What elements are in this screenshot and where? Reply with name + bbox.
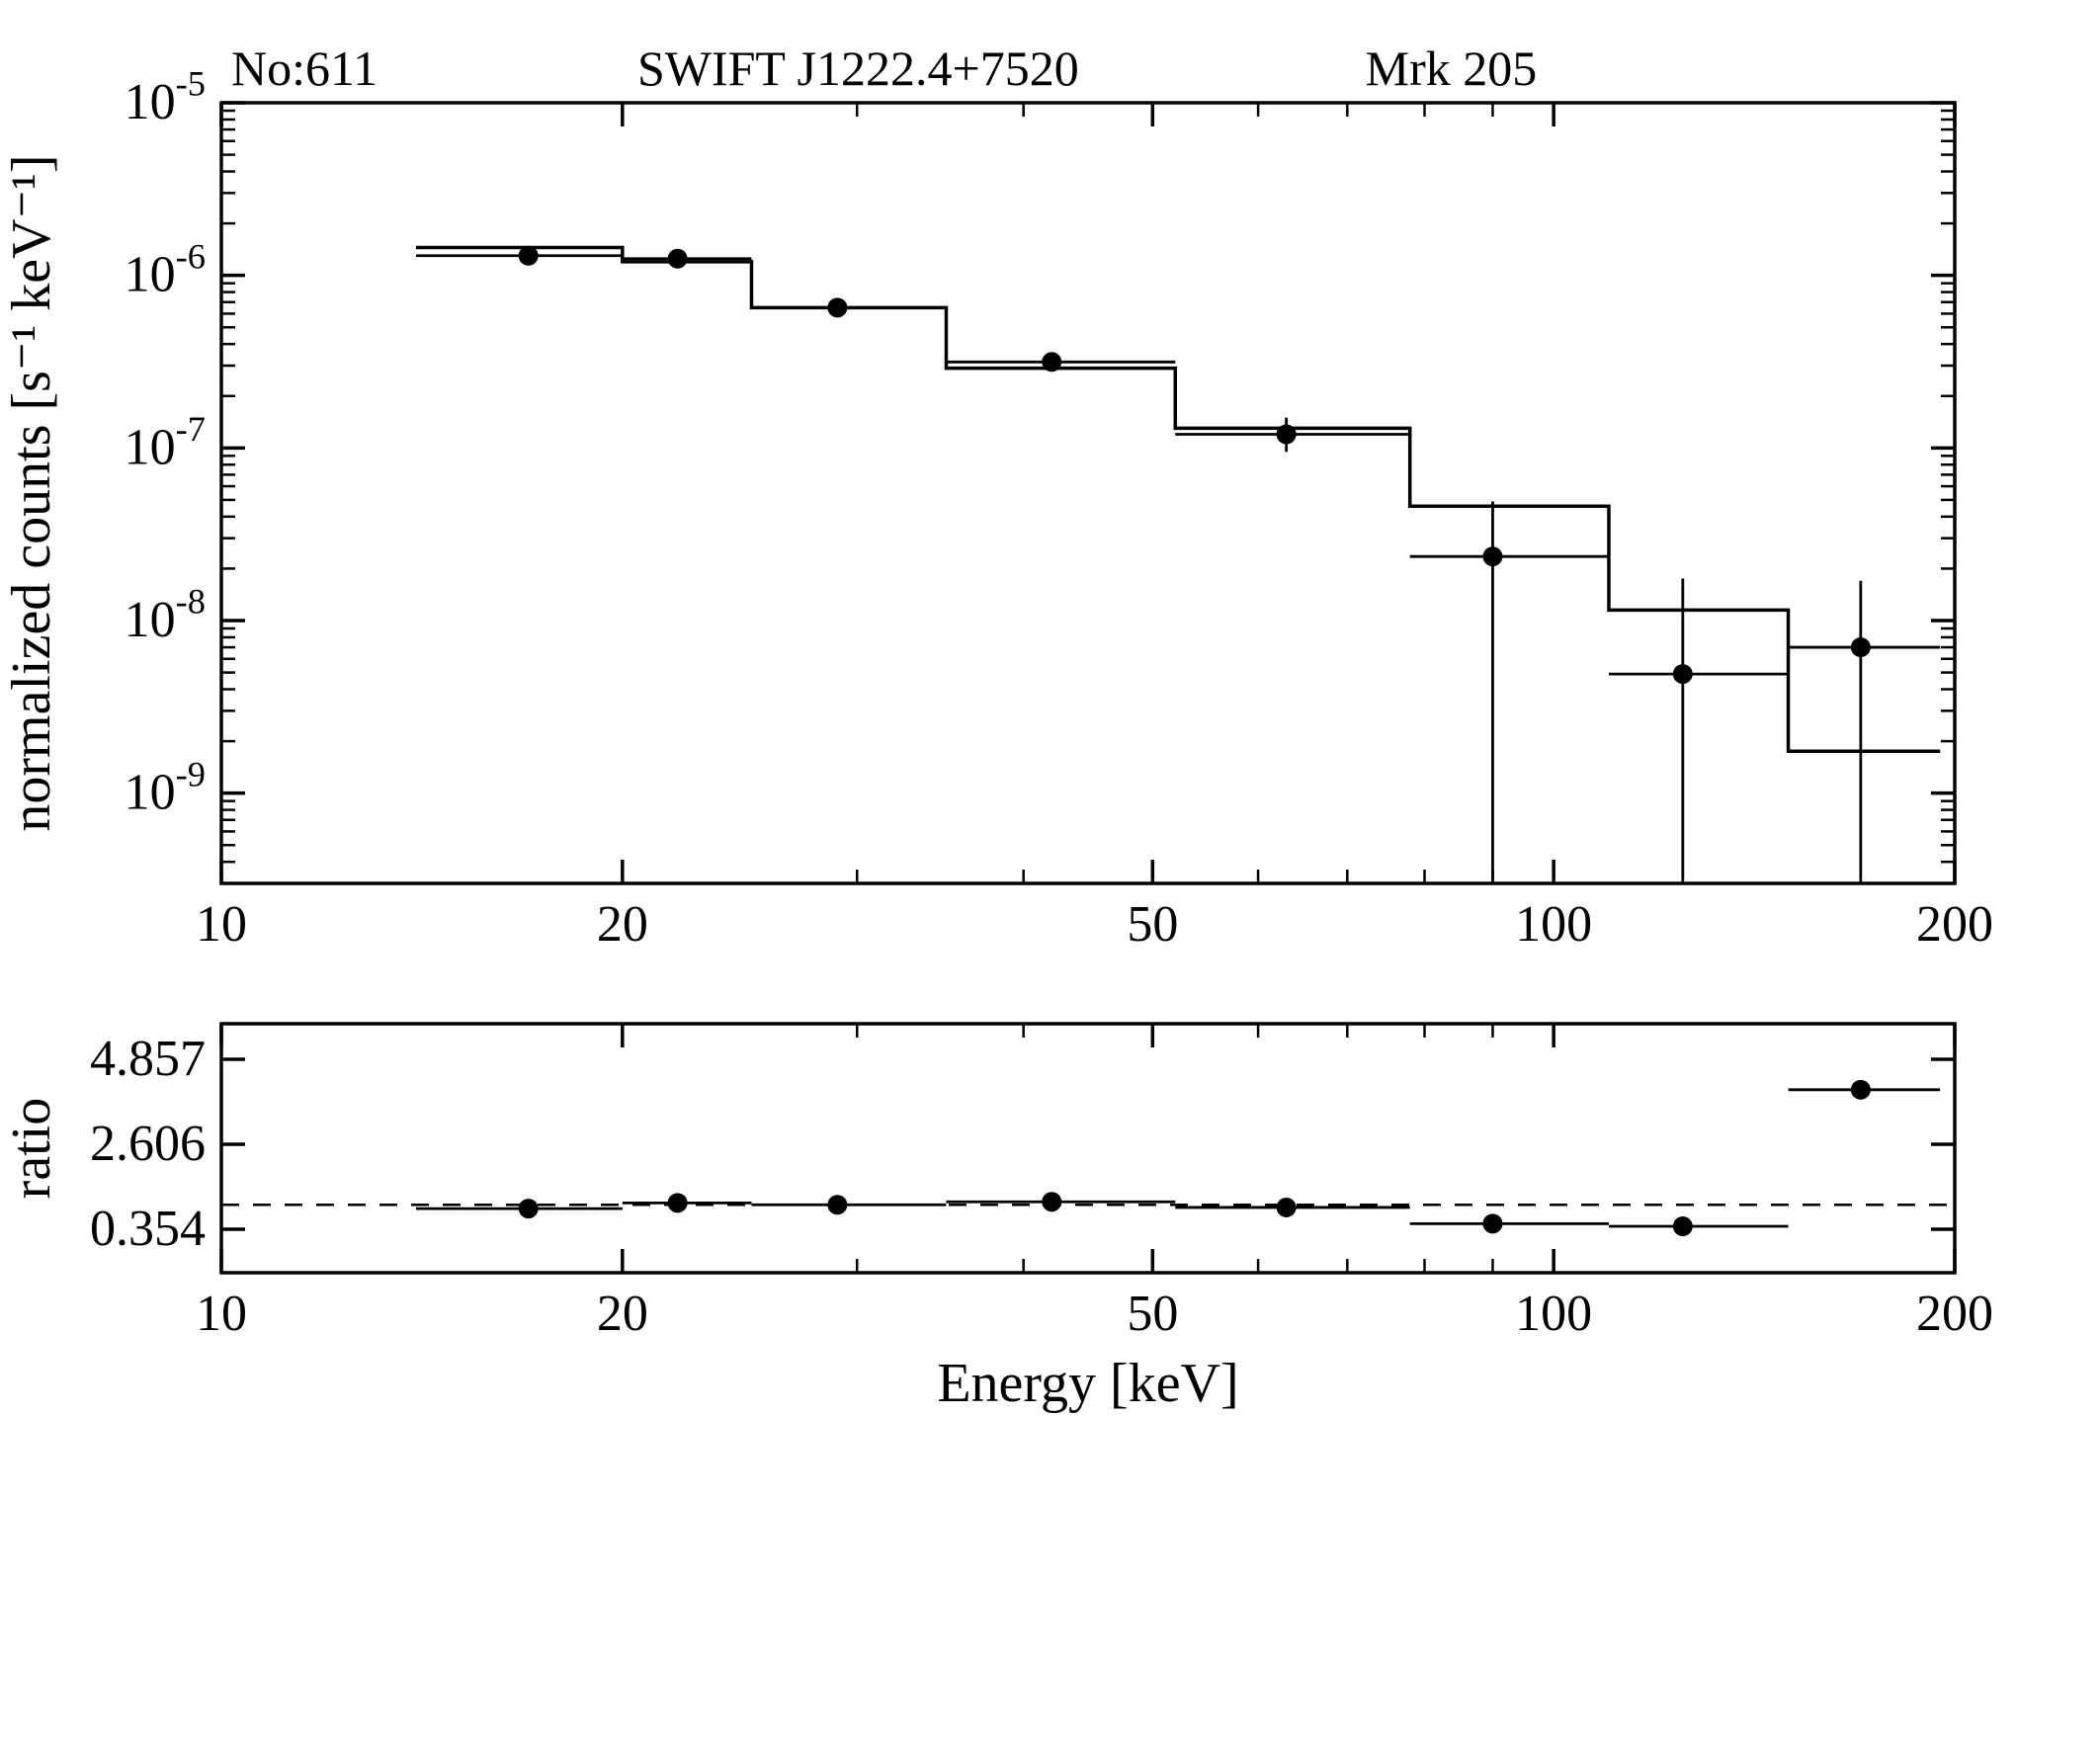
top-ylabel: normalized counts [s⁻¹ keV⁻¹] (1, 154, 62, 831)
spectrum-point (1277, 425, 1297, 445)
spectrum-point (1042, 352, 1061, 372)
x-tick-label: 200 (1916, 1286, 1993, 1342)
x-tick-label: 50 (1127, 1286, 1178, 1342)
x-tick-label: 10 (196, 1286, 247, 1342)
ratio-tick-label: 4.857 (90, 1031, 206, 1087)
title-right: Mrk 205 (1366, 41, 1538, 96)
x-tick-label: 20 (597, 896, 648, 953)
spectrum-point (519, 246, 539, 266)
ratio-point (1851, 1080, 1871, 1100)
ratio-tick-label: 0.354 (90, 1201, 206, 1257)
x-tick-label: 50 (1127, 896, 1178, 953)
ratio-point (1042, 1192, 1061, 1211)
spectrum-point (1482, 546, 1502, 566)
x-tick-label: 20 (597, 1286, 648, 1342)
title-left: No:611 (231, 41, 378, 96)
x-tick-label: 10 (196, 896, 247, 953)
ratio-point (519, 1199, 539, 1218)
spectrum-point (668, 249, 688, 269)
ratio-point (1673, 1216, 1693, 1236)
spectrum-point (1851, 637, 1871, 657)
spectrum-point (827, 297, 847, 317)
ratio-point (1277, 1198, 1297, 1217)
ratio-point (668, 1193, 688, 1212)
x-tick-label: 100 (1515, 896, 1592, 953)
x-axis-label: Energy [keV] (937, 1353, 1238, 1414)
title-mid: SWIFT J1222.4+7520 (637, 41, 1079, 96)
spectrum-point (1673, 664, 1693, 684)
ratio-point (1482, 1213, 1502, 1233)
bottom-ylabel: ratio (1, 1098, 62, 1200)
x-tick-label: 100 (1515, 1286, 1592, 1342)
ratio-point (827, 1195, 847, 1214)
ratio-tick-label: 2.606 (90, 1116, 206, 1172)
x-tick-label: 200 (1916, 896, 1993, 953)
